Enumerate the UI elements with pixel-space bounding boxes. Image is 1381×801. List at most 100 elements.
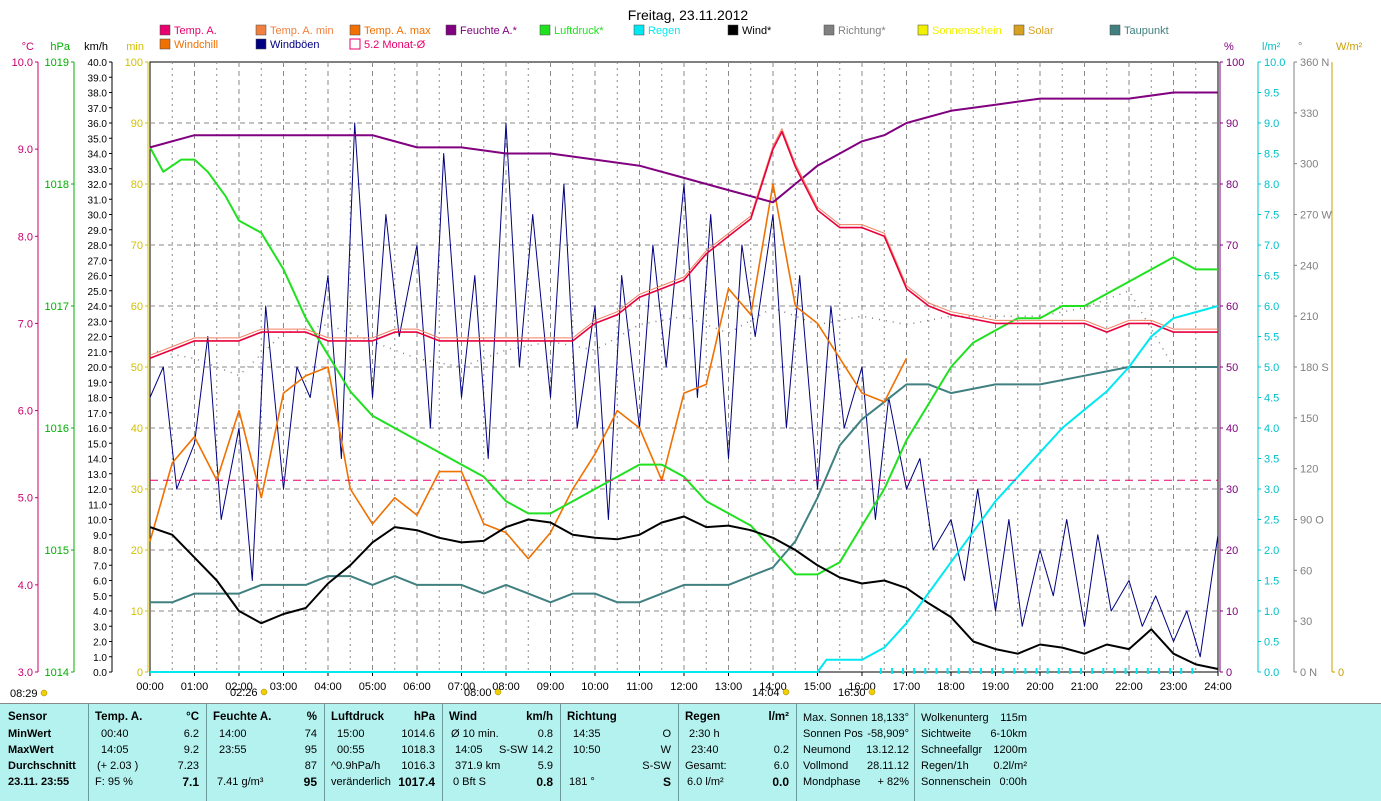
left-axis-label: 80	[131, 179, 143, 191]
x-tick-label: 23:00	[1160, 681, 1188, 693]
rain-tick	[1102, 668, 1105, 674]
x-tick-label: 24:00	[1204, 681, 1232, 693]
series-temp-max-line	[149, 127, 1218, 356]
left-axis-label: 37.0	[88, 104, 108, 115]
left-axis-label: 24.0	[88, 302, 108, 313]
x-tick-label: 12:00	[670, 681, 698, 693]
rain-tick	[957, 668, 960, 674]
right-axis-label: 8.5	[1264, 149, 1279, 161]
temp-unit: °C	[186, 711, 199, 723]
left-axis-label: 10	[131, 606, 143, 618]
rain-tick	[879, 668, 882, 674]
right-axis-label: 30	[1300, 616, 1312, 628]
wind-avg10: 0.8	[537, 728, 553, 740]
x-tick-label: 01:00	[181, 681, 209, 693]
rain-total: 6.0	[773, 760, 789, 772]
right-axis-label: 10	[1226, 606, 1238, 618]
sun-marker-label: 08:29	[10, 688, 38, 700]
legend-swatch	[445, 24, 457, 36]
wind-distance: 371.9 km	[455, 760, 501, 772]
wind-unit: km/h	[526, 711, 553, 723]
left-axis-label: 15.0	[88, 439, 108, 450]
rain-tick	[1169, 668, 1172, 674]
temp-current: 7.1	[182, 775, 199, 789]
sun-marker-dot	[782, 688, 790, 696]
right-axis-label: 0.5	[1264, 637, 1279, 649]
rain-tick	[1080, 668, 1083, 674]
pressure-avg: 1016.3	[401, 760, 435, 772]
direction-min-time: 14:35	[573, 728, 601, 740]
x-tick-label: 05:00	[359, 681, 387, 693]
left-axis-unit: km/h	[84, 41, 108, 53]
left-axis-label: 30.0	[88, 211, 108, 222]
right-axis-label: 300	[1300, 159, 1318, 171]
legend-label: Windböen	[270, 39, 320, 51]
wind-max: 14.2	[531, 744, 553, 756]
left-axis-label: 3.0	[18, 667, 33, 679]
rain-total-label: Gesamt:	[685, 760, 727, 772]
right-axis-label: 80	[1226, 179, 1238, 191]
left-axis-label: 1018	[45, 179, 69, 191]
rain-tick	[913, 668, 916, 674]
legend-swatch	[1109, 24, 1121, 36]
right-axis-label: 7.0	[1264, 240, 1279, 252]
rain-last-time: 23:40	[691, 744, 719, 756]
stats-temp: Temp. A. °C 00:40 6.2 14:05 9.2 (+ 2.03 …	[88, 704, 207, 801]
left-axis-label: 11.0	[88, 500, 107, 511]
left-axis-label: 12.0	[88, 485, 108, 496]
left-axis-unit: hPa	[50, 41, 70, 53]
astro-value-2: 13.12.12	[866, 744, 909, 756]
x-tick-label: 14:00	[759, 681, 787, 693]
x-tick-label: 00:00	[136, 681, 164, 693]
wind-header: Wind	[449, 711, 477, 723]
series-luftdruck-line	[149, 146, 1218, 576]
direction-header: Richtung	[567, 711, 617, 723]
series-windchill-line	[149, 183, 908, 560]
stats-wind: Wind km/h Ø 10 min. 0.8 14:05 S-SW 14.2 …	[442, 704, 561, 801]
right-axis-label: 60	[1300, 565, 1312, 577]
sun-marker-dot	[40, 689, 48, 697]
x-tick-label: 04:00	[314, 681, 342, 693]
legend-swatch	[539, 24, 551, 36]
humidity-current: 95	[303, 775, 317, 789]
chart-axes: 00:00 01:00 02:00 03:00 04:00 05:00 06:00 07:00…	[12, 41, 1363, 693]
right-axis-label: 270 W	[1300, 210, 1332, 222]
rain-tick	[1180, 668, 1183, 674]
x-tick-label: 22:00	[1115, 681, 1143, 693]
legend-swatch	[823, 24, 835, 36]
temp-max: 9.2	[183, 744, 199, 756]
x-tick-label: 20:00	[1026, 681, 1054, 693]
rain-tick	[1057, 668, 1060, 674]
rain-unit: l/m²	[768, 711, 789, 723]
left-axis-label: 1017	[45, 301, 69, 313]
pressure-max-time: 00:55	[337, 744, 365, 756]
humidity-abs: 7.41 g/m³	[217, 776, 264, 788]
right-axis-label: 5.0	[1264, 362, 1279, 374]
left-axis-label: 7.0	[93, 561, 107, 572]
chart-grid	[149, 61, 1219, 673]
right-axis-label: 4.0	[1264, 423, 1279, 435]
temp-avg-delta: (+ 2.03 )	[97, 760, 139, 772]
right-axis-unit: W/m²	[1336, 41, 1363, 53]
left-axis-label: 13.0	[88, 470, 108, 481]
weather-label-4: Sonnenschein	[921, 776, 991, 788]
right-axis-label: 5.5	[1264, 332, 1279, 344]
humidity-unit: %	[306, 711, 317, 723]
sun-marker-dot	[494, 688, 502, 696]
right-axis-label: 180 S	[1300, 362, 1329, 374]
weather-value-2: 1200m	[993, 744, 1027, 756]
stats-astro: Max. Sonnen 18,133° Sonnen Pos -58,909° …	[796, 704, 915, 801]
rain-tick	[1002, 668, 1005, 674]
rain-tick	[991, 668, 994, 674]
left-axis-label: 1016	[45, 423, 69, 435]
direction-max: W	[660, 744, 671, 756]
series-taupunkt-line	[150, 366, 1218, 604]
series-wind-line	[149, 515, 1219, 670]
stats-humidity: Feuchte A. % 14:00 74 23:55 95 87 7.41 g…	[206, 704, 325, 801]
stats-direction: Richtung 14:35 O 10:50 W S-SW 181 ° S	[560, 704, 679, 801]
legend-label: Temp. A. max	[364, 25, 431, 37]
weather-value-4: 0:00h	[999, 776, 1027, 788]
right-axis-label: 100	[1226, 57, 1244, 69]
temp-humidity-label: F: 95 %	[95, 776, 133, 788]
weather-label-2: Schneefallgr	[921, 744, 983, 756]
